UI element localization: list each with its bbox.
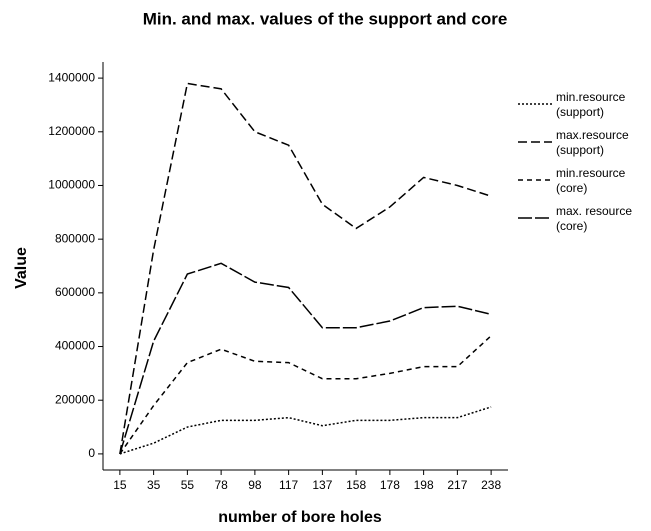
x-tick-label: 198 (414, 478, 434, 492)
x-tick-label: 15 (113, 478, 127, 492)
x-tick-label: 217 (447, 478, 467, 492)
y-tick-label: 600000 (55, 285, 95, 299)
x-tick-label: 78 (214, 478, 228, 492)
x-tick-label: 137 (312, 478, 332, 492)
x-tick-label: 117 (279, 478, 298, 492)
y-tick-label: 0 (88, 446, 95, 460)
series-line (119, 406, 492, 455)
x-tick-label: 98 (248, 478, 262, 492)
series-line (119, 335, 492, 455)
x-tick-label: 158 (346, 478, 366, 492)
x-tick-label: 55 (181, 478, 195, 492)
y-tick-label: 1400000 (48, 70, 95, 84)
legend-label: max.resource (support) (556, 128, 629, 157)
legend-label: min.resource (support) (556, 90, 626, 119)
y-tick-label: 1200000 (48, 124, 95, 138)
series-line (119, 262, 492, 455)
y-tick-label: 800000 (55, 231, 95, 245)
y-tick-label: 200000 (55, 392, 95, 406)
x-tick-label: 35 (147, 478, 161, 492)
y-tick-label: 400000 (55, 339, 95, 353)
x-tick-label: 238 (481, 478, 501, 492)
legend-label: min.resource (core) (556, 166, 626, 195)
chart-title: Min. and max. values of the support and … (143, 9, 508, 28)
x-axis-title: number of bore holes (218, 509, 382, 526)
series-line (119, 82, 492, 455)
y-tick-label: 1000000 (48, 178, 95, 192)
legend-label: max. resource (core) (556, 204, 633, 233)
y-axis-title: Value (13, 247, 30, 289)
x-tick-label: 178 (380, 478, 400, 492)
